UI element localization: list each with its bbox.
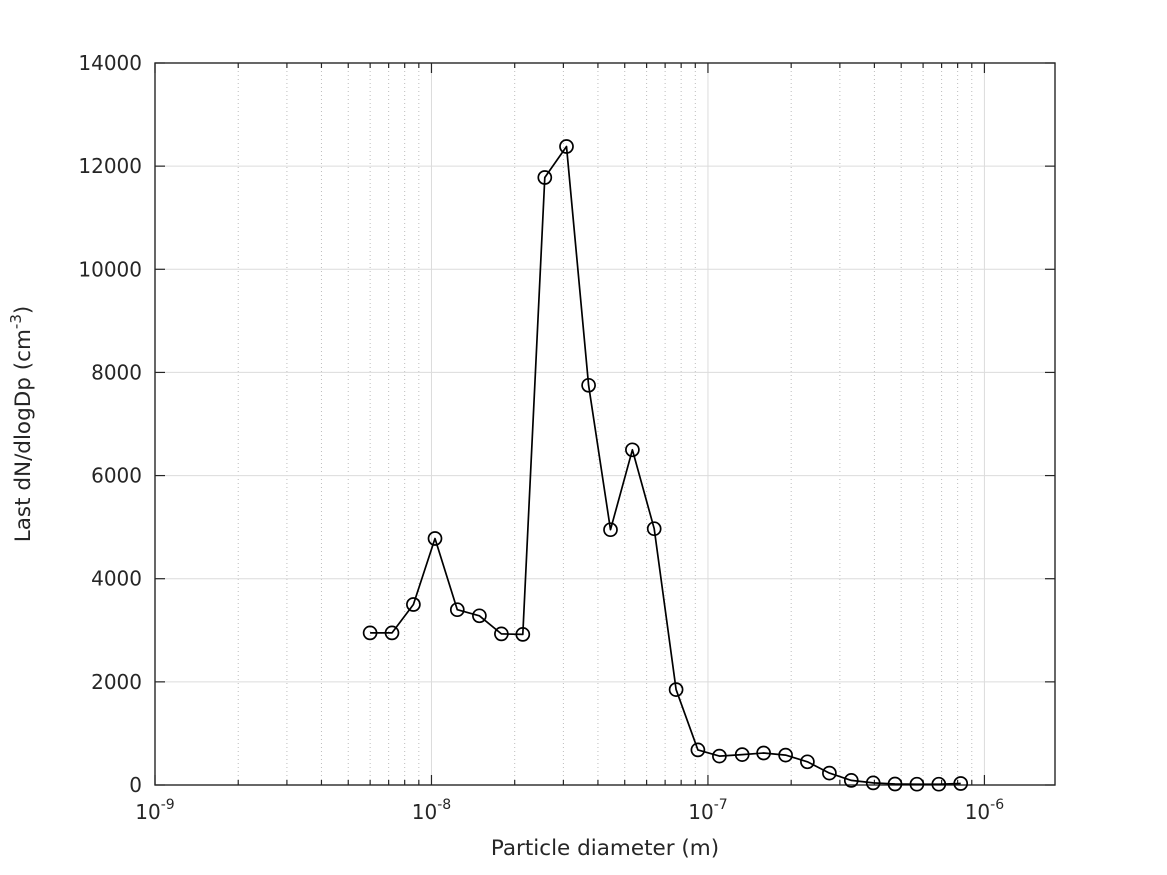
data-point <box>668 682 684 697</box>
data-point <box>581 377 596 393</box>
data-point <box>800 754 815 770</box>
data-point <box>449 602 465 618</box>
data-point <box>712 748 727 764</box>
data-point <box>494 626 509 642</box>
axes <box>154 62 1056 786</box>
data-point <box>756 745 771 761</box>
data-point <box>362 625 378 641</box>
data-point <box>537 170 553 185</box>
series-group <box>362 139 969 792</box>
data-point <box>603 522 618 538</box>
data-point <box>384 625 400 641</box>
x-tick-label: 10-8 <box>412 797 451 824</box>
x-tick-label: 10-9 <box>135 797 174 824</box>
data-point <box>515 627 531 642</box>
data-point <box>406 597 421 612</box>
y-tick-label: 8000 <box>91 360 142 384</box>
y-axis-label: Last dN/dlogDp (cm-3) <box>7 306 36 543</box>
x-tick-label: 10-6 <box>965 797 1005 824</box>
data-point <box>953 776 969 791</box>
y-tick-label: 0 <box>129 773 142 797</box>
data-point <box>843 773 859 788</box>
data-point <box>778 747 793 763</box>
data-point <box>559 139 574 154</box>
y-tick-label: 14000 <box>78 51 142 75</box>
data-point <box>427 531 443 546</box>
data-point <box>734 747 750 762</box>
data-point <box>625 442 640 458</box>
data-point <box>865 775 881 791</box>
labels: Particle diameter (m) 10-9 10-8 10-7 10-6 0 2… <box>7 51 1004 861</box>
x-tick-label: 10-7 <box>688 797 727 824</box>
data-point <box>690 742 706 758</box>
data-point <box>909 776 925 792</box>
data-point <box>822 765 837 781</box>
data-point <box>646 521 662 537</box>
x-axis-label: Particle diameter (m) <box>491 836 719 861</box>
y-tick-label: 12000 <box>78 154 142 178</box>
data-point <box>887 776 903 792</box>
gridlines <box>155 63 1055 785</box>
y-tick-label: 10000 <box>78 257 142 281</box>
y-tick-label: 4000 <box>91 567 142 591</box>
plot-border <box>154 62 1056 786</box>
y-tick-label: 2000 <box>91 670 142 694</box>
data-point <box>931 776 947 792</box>
y-tick-label: 6000 <box>91 464 142 488</box>
data-point <box>472 608 487 624</box>
series-line <box>370 145 961 786</box>
